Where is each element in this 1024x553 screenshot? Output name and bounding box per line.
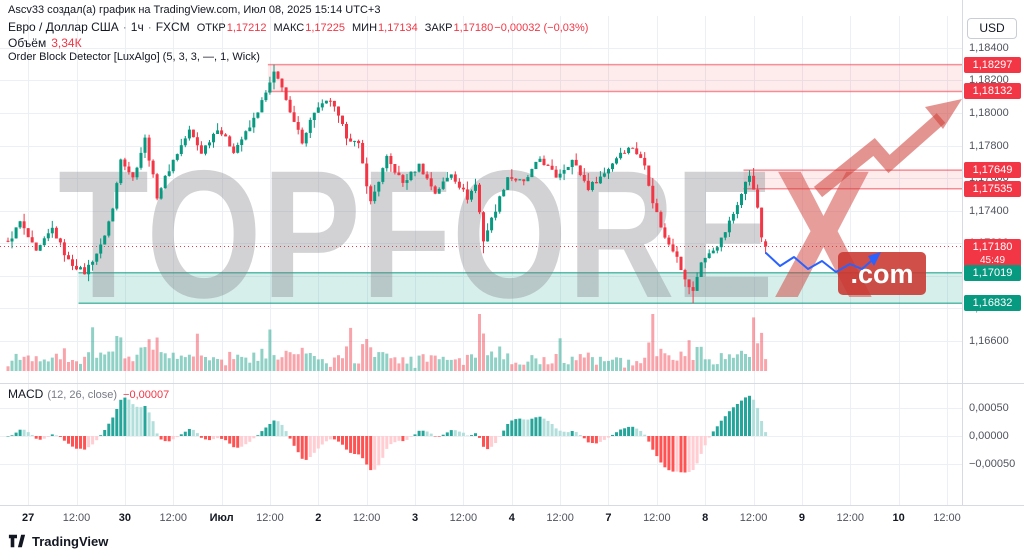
watermark: TOPFOREX.com [58, 99, 962, 336]
price-badge: 1,17535 [964, 180, 1021, 197]
time-axis-tick: Июл [209, 512, 234, 524]
price-badge-value: 1,18297 [972, 58, 1013, 71]
change-value: −0,00032 (−0,03%) [494, 22, 589, 34]
macd-axis-label: −0,00050 [969, 458, 1016, 470]
price-badge: 1,18132 [964, 83, 1021, 100]
price-axis-label: 1,17400 [969, 204, 1009, 217]
symbol-name[interactable]: Евро / Доллар США [8, 20, 119, 34]
interval-label[interactable]: 1ч [130, 20, 144, 34]
symbol-legend: Евро / Доллар США · 1ч · FXCM ОТКР1,17212 МАКС… [8, 20, 588, 34]
price-badge-value: 1,17649 [972, 164, 1013, 177]
time-axis-tick: 27 [22, 512, 35, 524]
tradingview-brand-text: TradingView [32, 533, 109, 549]
price-badge: 1,17019 [964, 264, 1021, 281]
macd-axis-label: 0,00000 [969, 430, 1009, 442]
macd-legend[interactable]: MACD (12, 26, close) −0,00007 [8, 387, 169, 401]
time-axis-tick: 12:00 [352, 512, 381, 524]
projection-arrow [765, 252, 881, 273]
time-axis-tick: 12:00 [836, 512, 865, 524]
volume-legend[interactable]: Объём 3,34К [8, 36, 82, 50]
price-badge-value: 1,18132 [972, 85, 1013, 98]
time-axis-tick: 30 [118, 512, 131, 524]
price-axis-label: 1,18000 [969, 106, 1009, 119]
macd-axis-label: 0,00050 [969, 402, 1009, 414]
time-axis-tick: 10 [892, 512, 905, 524]
tradingview-logo-icon [8, 534, 26, 548]
time-axis-tick: 8 [702, 512, 709, 524]
time-axis-tick: 12:00 [643, 512, 671, 524]
macd-title: MACD [8, 387, 44, 401]
price-badge-value: 1,16832 [972, 297, 1013, 310]
price-badge-value: 1,17019 [972, 266, 1013, 279]
time-axis-tick: 12:00 [62, 512, 91, 524]
price-badge: 1,18297 [964, 56, 1021, 73]
time-axis-tick: 12:00 [546, 512, 574, 524]
time-axis-tick: 12:00 [933, 512, 961, 524]
price-axis[interactable]: 1,18400 1,18200 1,18000 1,17800 1,17600 1,174… [962, 0, 1024, 553]
price-axis-label: 1,18400 [969, 41, 1009, 54]
macd-value: −0,00007 [123, 389, 170, 401]
exchange-label: FXCM [155, 20, 190, 34]
price-axis-label: 1,17800 [969, 139, 1009, 152]
grid [0, 16, 962, 505]
macd-params: (12, 26, close) [47, 389, 118, 401]
time-axis[interactable]: 27 12:00 30 12:00 Июл 12:00 2 12:00 3 12:00 4 12:00… [0, 508, 962, 532]
time-axis-tick: 12:00 [256, 512, 284, 524]
time-axis-tick: 12:00 [739, 512, 768, 524]
price-axis-label: 1,18200 [969, 74, 1009, 87]
pane-separators [0, 0, 1024, 506]
price-badge-value: 1,17180 [972, 240, 1013, 253]
legend-separator: · [147, 20, 152, 34]
time-axis-tick: 4 [508, 512, 515, 524]
low-label: МИН [352, 22, 378, 34]
low-value: 1,17134 [378, 22, 418, 34]
watermark-arrow-icon [813, 113, 946, 198]
price-badge: 1,17649 [964, 162, 1021, 179]
volume-label: Объём [8, 36, 47, 50]
candles [6, 64, 768, 304]
high-value: 1,17225 [305, 22, 345, 34]
indicator-label: Order Block Detector [LuxAlgo] (5, 3, 3,… [8, 51, 260, 63]
watermark-text-gray: TOPFORE [58, 132, 774, 336]
time-axis-tick: 2 [315, 512, 322, 524]
price-badge: 1,17180 45:49 [964, 238, 1021, 268]
time-axis-tick: 12:00 [159, 512, 187, 524]
price-badge-value: 1,17535 [972, 182, 1013, 195]
order-block-zones [78, 63, 962, 304]
bar-countdown: 45:49 [979, 254, 1006, 266]
open-label: ОТКР [196, 22, 226, 34]
close-label: ЗАКР [424, 22, 453, 34]
volume-bars [6, 314, 768, 371]
time-axis-tick: 12:00 [449, 512, 478, 524]
high-label: МАКС [273, 22, 305, 34]
volume-value: 3,34К [51, 36, 82, 50]
price-axis-label: 1,16600 [969, 334, 1009, 347]
time-axis-tick: 3 [411, 512, 419, 524]
open-value: 1,17212 [226, 22, 267, 34]
watermark-dotcom: .com [850, 259, 913, 289]
svg-text:TOPFOREX: TOPFOREX [58, 132, 873, 336]
price-badge: 1,16832 [964, 295, 1021, 312]
tradingview-logo[interactable]: TradingView [8, 533, 108, 549]
attribution-text: Ascv33 создал(а) график на TradingView.c… [8, 4, 381, 16]
macd-histogram [6, 395, 768, 473]
time-axis-tick: 9 [798, 512, 805, 524]
time-axis-tick: 7 [605, 512, 612, 524]
legend-separator: · [122, 20, 127, 34]
currency-button[interactable]: USD [967, 18, 1017, 39]
close-value: 1,17180 [453, 22, 494, 34]
indicator-legend[interactable]: Order Block Detector [LuxAlgo] (5, 3, 3,… [8, 51, 260, 63]
